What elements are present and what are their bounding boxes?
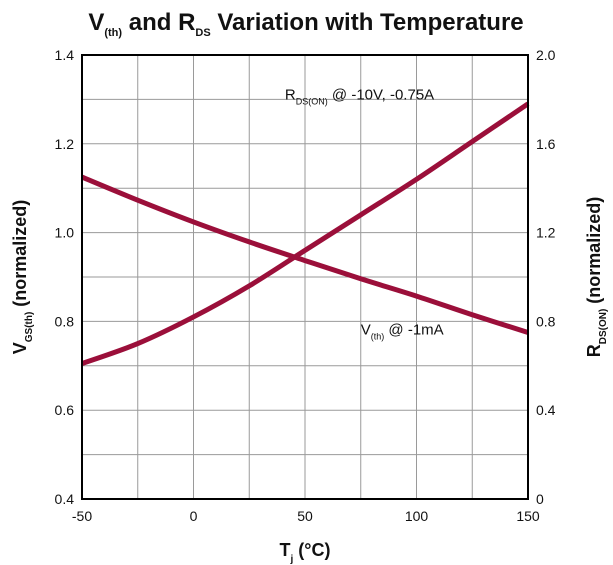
series-label-vth: V(th) @ -1mA: [361, 322, 444, 342]
y-left-tick-label: 1.0: [55, 225, 75, 241]
y-left-tick-label: 0.4: [55, 491, 75, 507]
chart-title: V(th) and RDS Variation with Temperature: [88, 9, 523, 39]
series-line-vth: [81, 174, 529, 335]
y-left-tick-label: 0.8: [55, 313, 75, 329]
series-annotations: V(th) @ -1mA RDS(ON) @ -10V, -0.75A: [285, 86, 444, 341]
y-axis-left-label: VGS(th) (normalized): [10, 200, 35, 355]
y-left-tick-label: 1.4: [55, 47, 75, 63]
x-tick-label: -50: [72, 508, 92, 524]
y-right-tick-label: 0: [536, 491, 544, 507]
series-line-rds: [81, 101, 530, 366]
x-tick-label: 100: [405, 508, 429, 524]
x-tick-label: 150: [516, 508, 540, 524]
y-right-tick-label: 0.4: [536, 402, 556, 418]
y-right-tick-label: 2.0: [536, 47, 556, 63]
y-right-tick-label: 0.8: [536, 313, 556, 329]
y-axis-right-label: RDS(ON) (normalized): [584, 197, 609, 358]
y-left-tick-label: 0.6: [55, 402, 75, 418]
series-layer: [81, 101, 530, 366]
y-left-tick-label: 1.2: [55, 136, 75, 152]
plot-frame: [81, 54, 529, 500]
y-right-tick-label: 1.2: [536, 225, 556, 241]
x-axis-label: Tj (°C): [280, 540, 331, 565]
x-tick-label: 50: [297, 508, 313, 524]
tick-labels: -50 0 50 100 150 0.4 0.6 0.8 1.0 1.2 1.4 0 0.4 0.8 1.2…: [55, 47, 556, 524]
series-label-rds: RDS(ON) @ -10V, -0.75A: [285, 86, 434, 106]
y-right-tick-label: 1.6: [536, 136, 556, 152]
x-tick-label: 0: [190, 508, 198, 524]
grid: [81, 54, 529, 500]
